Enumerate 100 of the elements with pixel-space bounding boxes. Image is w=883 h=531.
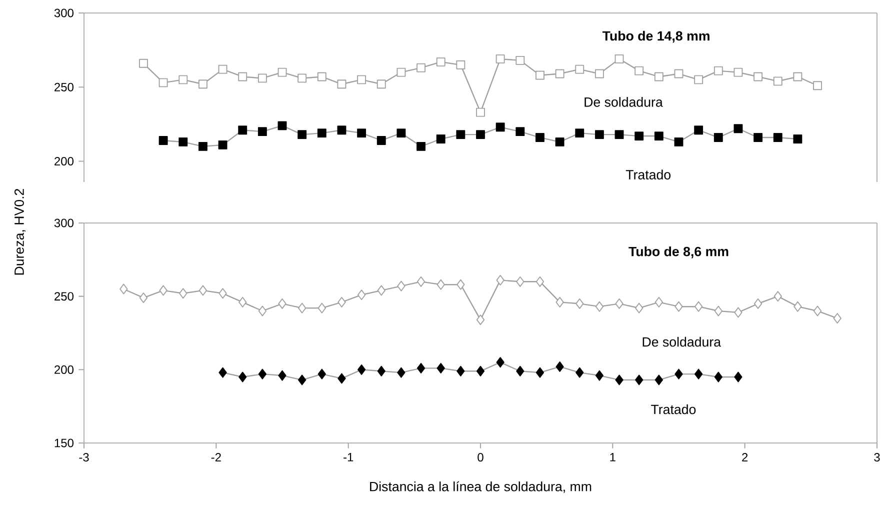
point <box>397 367 406 378</box>
point <box>496 274 504 286</box>
point <box>218 140 228 150</box>
point <box>634 66 644 76</box>
point <box>396 68 406 77</box>
series-label: De soldadura <box>584 97 663 107</box>
point <box>158 78 168 88</box>
x-tick-label: -2 <box>211 453 221 462</box>
point <box>278 370 286 381</box>
x-tick-label: -3 <box>79 453 89 462</box>
point <box>714 133 723 142</box>
point <box>456 60 466 70</box>
point <box>338 373 346 384</box>
point <box>793 134 802 144</box>
point <box>536 133 544 142</box>
point <box>773 76 782 86</box>
point <box>575 128 584 138</box>
point <box>337 80 346 89</box>
point <box>594 69 604 78</box>
point <box>298 374 306 386</box>
point <box>476 130 485 140</box>
point <box>674 301 683 312</box>
point <box>436 279 445 290</box>
point <box>178 75 188 84</box>
point <box>833 313 842 324</box>
point <box>179 288 188 299</box>
point <box>754 298 762 309</box>
point <box>536 70 544 80</box>
point <box>338 296 346 308</box>
point <box>516 276 524 287</box>
point <box>555 69 564 78</box>
point <box>714 306 722 316</box>
point <box>298 74 307 83</box>
point <box>793 72 802 82</box>
point <box>159 285 168 296</box>
series-label: De soldadura <box>642 336 722 347</box>
point <box>238 126 248 135</box>
point <box>218 64 228 74</box>
text: Tubo de 14,8 mm <box>602 30 710 43</box>
y-tick-label: 300 <box>54 8 74 18</box>
point <box>258 74 267 83</box>
point <box>416 362 426 374</box>
point <box>120 284 128 294</box>
point <box>516 366 524 376</box>
x-tick-label: 0 <box>478 453 484 462</box>
point <box>318 302 326 314</box>
point <box>754 133 763 142</box>
point <box>337 126 346 135</box>
point <box>694 301 703 312</box>
point <box>456 366 465 376</box>
point <box>238 72 248 82</box>
y-tick-label: 200 <box>54 365 74 374</box>
point <box>139 58 148 68</box>
point <box>376 136 386 145</box>
point <box>436 362 445 374</box>
point <box>476 314 485 326</box>
point <box>298 302 306 314</box>
point <box>198 142 208 151</box>
point <box>238 296 247 308</box>
point <box>694 368 703 380</box>
point <box>714 372 722 382</box>
point <box>773 133 782 142</box>
point <box>576 367 584 378</box>
point <box>694 126 704 135</box>
point <box>298 130 307 140</box>
point <box>278 298 286 309</box>
point <box>198 285 208 296</box>
point <box>357 75 366 84</box>
text: Tubo de 8,6 mm <box>628 246 728 258</box>
point <box>614 54 624 64</box>
point <box>397 280 406 292</box>
point <box>318 368 326 380</box>
point <box>615 374 624 386</box>
y-tick-label: 250 <box>54 82 74 92</box>
point <box>516 56 525 65</box>
point <box>774 291 782 302</box>
point <box>734 372 742 382</box>
point <box>278 68 287 77</box>
point <box>654 72 664 82</box>
point <box>615 298 624 309</box>
point <box>794 301 802 312</box>
point <box>734 124 743 134</box>
point <box>258 368 266 380</box>
point <box>556 361 564 372</box>
x-axis-title: Distancia a la línea de soldadura, mm <box>370 481 592 493</box>
point <box>635 302 644 314</box>
series-label: Tratado <box>626 170 671 180</box>
point <box>456 279 465 290</box>
point <box>416 276 426 287</box>
point <box>496 122 505 132</box>
point <box>674 69 684 78</box>
point <box>595 370 604 381</box>
point <box>476 108 485 117</box>
point <box>714 66 723 76</box>
point <box>536 367 544 378</box>
point <box>754 72 763 82</box>
point <box>238 372 247 382</box>
point <box>377 366 386 376</box>
point <box>595 301 604 312</box>
x-tick-label: -1 <box>344 453 354 462</box>
